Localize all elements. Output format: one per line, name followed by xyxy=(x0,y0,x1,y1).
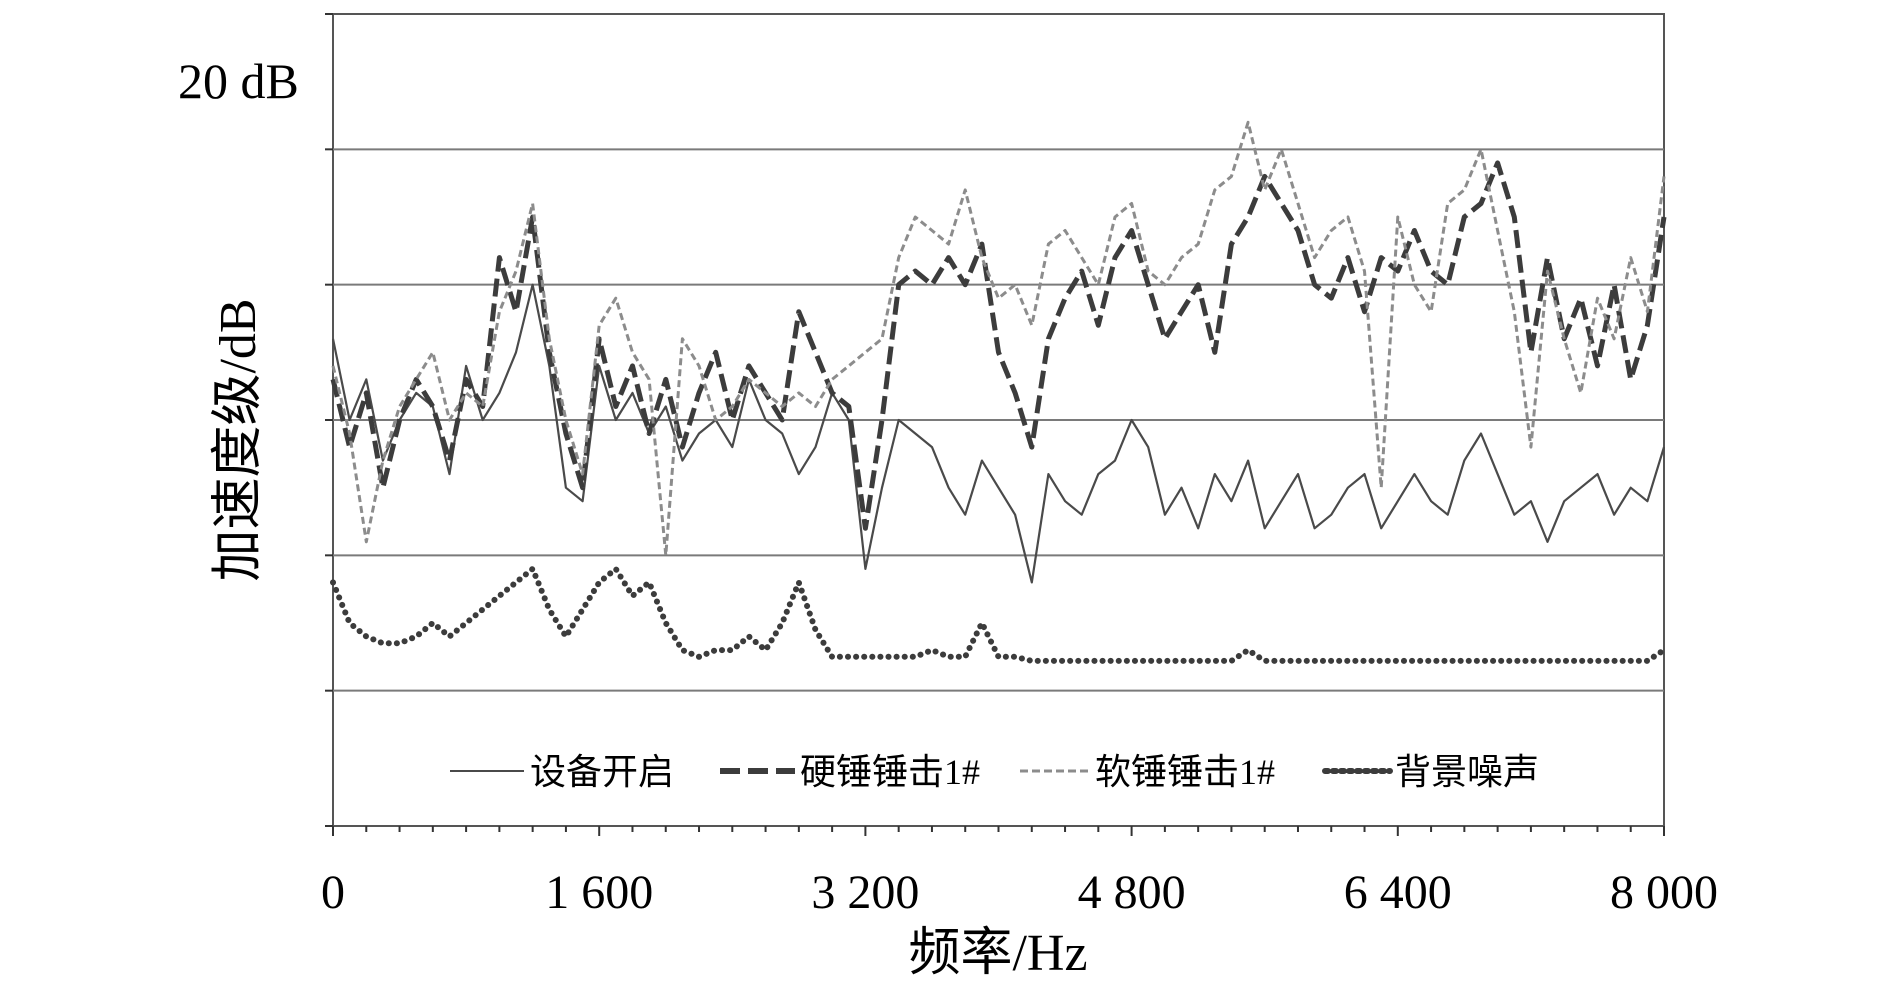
x-tick-label-4: 6 400 xyxy=(1344,866,1452,919)
scale-label: 20 dB xyxy=(178,53,299,109)
x-tick-labels: 0 1 600 3 200 4 800 6 400 8 000 xyxy=(321,866,1718,919)
x-tick-label-0: 0 xyxy=(321,866,345,919)
x-tick-label-5: 8 000 xyxy=(1610,866,1718,919)
x-axis-ticks xyxy=(332,826,1665,836)
x-tick-label-1: 1 600 xyxy=(545,866,653,919)
x-axis-title: 频率/Hz xyxy=(908,925,1087,982)
legend-label-series-3: 背景噪声 xyxy=(1395,752,1539,792)
x-tick-label-3: 4 800 xyxy=(1078,866,1186,919)
series-lines xyxy=(330,120,1667,664)
x-tick-label-2: 3 200 xyxy=(811,866,919,919)
legend-label-series-0: 设备开启 xyxy=(530,752,674,792)
series-line-1 xyxy=(330,160,1667,531)
y-gridlines xyxy=(333,148,1664,692)
legend: 设备开启 硬锤锤击1# 软锤锤击1# 背景噪声 xyxy=(450,752,1539,792)
y-axis-title: 加速度级/dB xyxy=(210,298,267,581)
series-line-3 xyxy=(330,565,1667,664)
legend-label-series-1: 硬锤锤击1# xyxy=(800,752,980,792)
series-line-0 xyxy=(331,283,1666,584)
y-axis-ticks xyxy=(325,13,333,827)
legend-label-series-2: 软锤锤击1# xyxy=(1095,752,1275,792)
series-line-2 xyxy=(331,120,1666,557)
